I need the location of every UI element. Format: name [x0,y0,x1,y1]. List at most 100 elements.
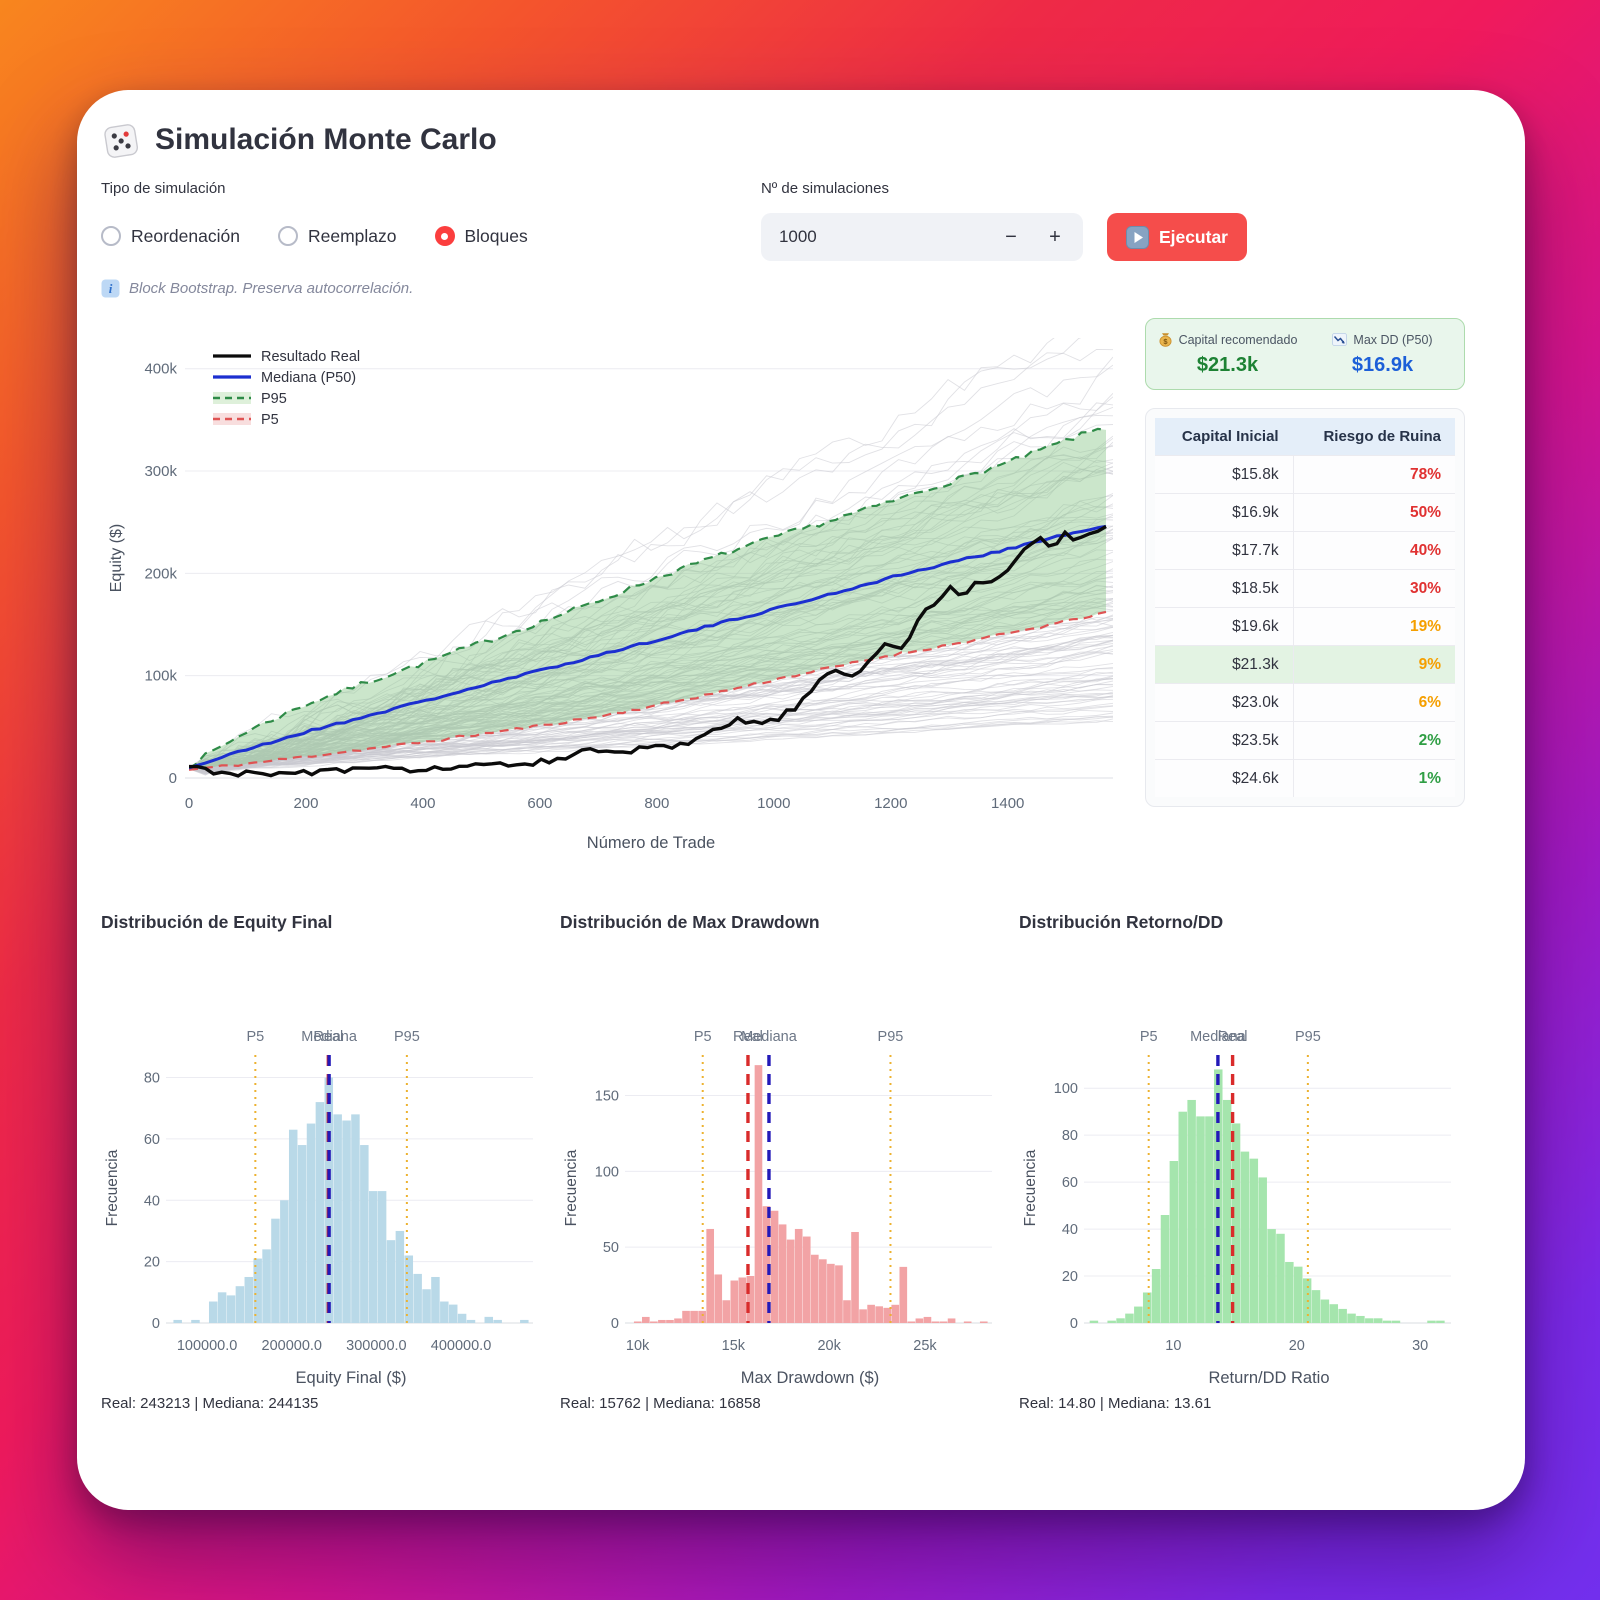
radio-option-reordenación[interactable]: Reordenación [101,226,240,247]
risk-table-row[interactable]: $17.7k 40% [1155,531,1455,569]
return-dd-stats: Real: 14.80 | Mediana: 13.61 [1019,1395,1212,1412]
radio-unselected-icon[interactable] [101,226,121,246]
return-dd-panel: Distribución Retorno/DD 0 20 40 60 80 100 Frec… [1019,912,1464,1393]
svg-text:600: 600 [527,795,552,812]
svg-text:20: 20 [1062,1269,1078,1285]
app-card: Simulación Monte Carlo Tipo de simulació… [77,90,1525,1510]
svg-text:80: 80 [144,1071,160,1087]
svg-text:Return/DD Ratio: Return/DD Ratio [1208,1369,1329,1387]
svg-text:P95: P95 [394,1029,420,1045]
equity-final-histogram-bars [173,1077,529,1323]
svg-text:0: 0 [152,1316,160,1332]
radio-option-label: Bloques [464,225,528,246]
svg-text:50: 50 [603,1240,619,1256]
radio-selected-icon[interactable] [434,226,455,246]
svg-text:P95: P95 [261,391,287,407]
svg-text:Mediana: Mediana [1190,1029,1247,1045]
svg-text:1400: 1400 [991,795,1024,812]
svg-text:0: 0 [185,795,193,812]
max-drawdown-panel: Distribución de Max Drawdown 0 50 100 150 Fr… [560,912,1005,1393]
svg-text:300000.0: 300000.0 [346,1338,406,1354]
svg-text:Mediana (P50): Mediana (P50) [261,370,356,386]
equity-fan-chart: 0 100k 200k 300k 400k Equity ($) 0 200 400 600 800… [101,308,1121,888]
return-dd-histogram-bars [1089,1069,1445,1323]
svg-text:Max Drawdown ($): Max Drawdown ($) [741,1369,879,1387]
svg-text:$: $ [1163,337,1168,346]
svg-text:i: i [109,281,113,296]
max-drawdown-stats: Real: 15762 | Mediana: 16858 [560,1395,761,1412]
radio-option-label: Reemplazo [307,225,397,246]
capital-inicial-value: $16.9k [1232,503,1279,521]
info-icon: i [101,279,120,298]
run-button[interactable]: Ejecutar [1106,213,1247,261]
riesgo-de-ruina-value: 1% [1292,760,1455,797]
risk-table-row[interactable]: $18.5k 30% [1155,569,1455,607]
riesgo-de-ruina-value: 19% [1292,608,1455,645]
svg-text:Frecuencia: Frecuencia [1022,1149,1039,1226]
risk-table-row[interactable]: $23.5k 2% [1155,721,1455,759]
fan-chart-svg: 0 100k 200k 300k 400k Equity ($) 0 200 400 600 800… [108,338,1113,852]
risk-table-row[interactable]: $19.6k 19% [1155,607,1455,645]
risk-table-row[interactable]: $24.6k 1% [1155,759,1455,797]
summary-box: $ Capital recomendado $21.3k [1145,318,1465,390]
n-sims-increment-button[interactable]: + [1033,216,1077,258]
fan-chart-legend: Resultado Real Mediana (P50) P95 P5 [213,349,360,428]
radio-unselected-icon[interactable] [277,226,298,246]
risk-table-row[interactable]: $23.0k 6% [1155,683,1455,721]
svg-text:60: 60 [1062,1175,1078,1191]
svg-text:30: 30 [1412,1338,1428,1354]
max-drawdown-histogram-bars [633,1065,988,1323]
play-icon [1125,225,1149,249]
svg-text:15k: 15k [722,1338,746,1354]
svg-text:1000: 1000 [757,795,790,812]
n-sims-decrement-button[interactable]: − [989,216,1033,258]
sim-type-label: Tipo de simulación [101,180,226,197]
side-panel: $ Capital recomendado $21.3k [1145,308,1465,888]
svg-text:Mediana: Mediana [301,1029,358,1045]
n-sims-stepper: − + [760,213,1083,261]
equity-final-panel: Distribución de Equity Final 0 20 40 60 80 Fr… [101,912,546,1393]
capital-inicial-value: $23.5k [1232,731,1279,749]
radio-option-label: Reordenación [131,225,240,246]
max-dd-value: $16.9k [1351,354,1414,376]
riesgo-de-ruina-header: Riesgo de Ruina [1323,428,1441,445]
svg-text:Real: Real [313,1029,343,1045]
svg-text:100: 100 [595,1164,619,1180]
capital-inicial-value: $18.5k [1232,579,1279,597]
svg-text:Resultado Real: Resultado Real [261,349,360,365]
riesgo-de-ruina-value: 9% [1292,646,1455,683]
money-bag-icon: $ [1158,332,1173,347]
fan-y-axis-label: Equity ($) [108,524,125,592]
sim-type-radio-group: Reordenación Reemplazo Bloques [101,213,528,259]
capital-inicial-value: $23.0k [1232,693,1279,711]
capital-inicial-value: $21.3k [1232,655,1279,673]
riesgo-de-ruina-value: 78% [1292,456,1455,493]
svg-text:P5: P5 [694,1029,712,1045]
svg-text:0: 0 [1070,1316,1078,1332]
svg-text:100000.0: 100000.0 [177,1338,237,1354]
capital-inicial-value: $24.6k [1232,769,1279,787]
capital-inicial-header: Capital Inicial [1181,428,1279,445]
svg-text:100: 100 [1054,1081,1078,1097]
n-sims-input[interactable] [776,226,951,248]
riesgo-de-ruina-value: 2% [1292,722,1455,759]
svg-text:Frecuencia: Frecuencia [563,1149,580,1226]
return-dd-title: Distribución Retorno/DD [1019,912,1224,932]
svg-text:1200: 1200 [874,795,907,812]
max-drawdown-histogram: 0 50 100 150 Frecuencia P5 Real Mediana P95 10k 15… [560,933,1005,1393]
controls-row: Tipo de simulación Reordenación Reemplazo… [101,180,1465,261]
svg-text:0: 0 [169,770,177,787]
risk-of-ruin-table: Capital Inicial Riesgo de Ruina $15.8k 78… [1145,408,1465,807]
risk-table-row[interactable]: $21.3k 9% [1155,645,1455,683]
radio-option-bloques[interactable]: Bloques [434,225,528,247]
radio-option-reemplazo[interactable]: Reemplazo [277,225,397,247]
svg-text:400k: 400k [144,361,177,378]
svg-text:200k: 200k [144,565,177,582]
risk-table-row[interactable]: $15.8k 78% [1155,455,1455,493]
risk-table-row[interactable]: $16.9k 50% [1155,493,1455,531]
svg-text:0: 0 [611,1316,619,1332]
info-note: i Block Bootstrap. Preserva autocorrelac… [101,279,1465,298]
run-button-label: Ejecutar [1158,226,1228,247]
capital-recommended-label: Capital recomendado [1178,332,1298,347]
equity-final-histogram: 0 20 40 60 80 Frecuencia P5 Real Mediana P95 10000… [101,933,546,1393]
